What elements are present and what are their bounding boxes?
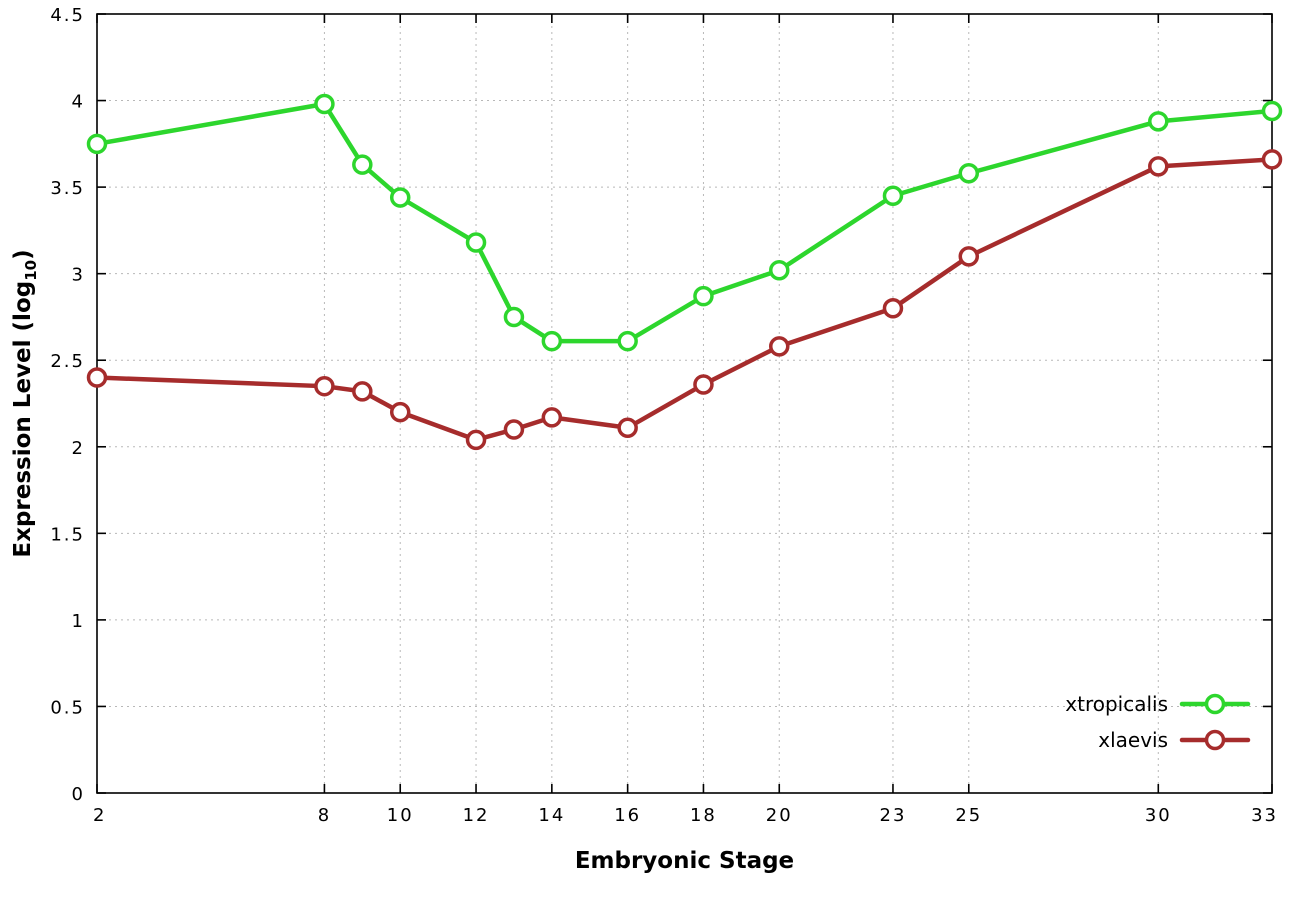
data-point-xtropicalis — [958, 163, 980, 184]
data-point-xlaevis — [465, 429, 487, 451]
y-tick-label: 4.5 — [50, 5, 85, 26]
y-axis-label: Expression Level (log10) — [10, 249, 40, 557]
data-point-xtropicalis — [769, 259, 790, 281]
y-tick-label: 3.5 — [50, 178, 85, 199]
x-tick-label: 20 — [766, 805, 793, 826]
y-tick-label: 1 — [72, 611, 85, 632]
data-point-xtropicalis — [389, 187, 411, 208]
y-tick-label: 2.5 — [50, 351, 85, 372]
x-axis-label: Embryonic Stage — [575, 848, 794, 874]
x-tick-label: 33 — [1251, 805, 1278, 826]
legend-label-xlaevis: xlaevis — [1098, 728, 1168, 752]
data-point-xlaevis — [769, 336, 790, 357]
x-tick-label: 10 — [387, 805, 414, 826]
series-line-xlaevis — [94, 157, 1275, 443]
data-point-xlaevis — [1148, 156, 1169, 177]
data-point-xlaevis — [503, 419, 525, 440]
data-point-xtropicalis — [314, 93, 335, 115]
x-tick-label: 16 — [614, 805, 641, 826]
legend-label-xtropicalis: xtropicalis — [1065, 692, 1168, 716]
x-tick-label: 14 — [538, 805, 565, 826]
data-point-xlaevis — [389, 401, 411, 423]
data-point-xlaevis — [617, 417, 638, 438]
data-point-xlaevis — [352, 381, 373, 402]
data-point-xtropicalis — [541, 330, 563, 352]
x-tick-label: 25 — [955, 805, 982, 826]
legend-marker-xlaevis — [1204, 729, 1226, 751]
x-tick-label: 30 — [1145, 805, 1172, 826]
y-tick-label: 0.5 — [50, 697, 85, 718]
data-point-xlaevis — [86, 367, 108, 388]
data-point-xtropicalis — [693, 285, 714, 307]
legend: xtropicalis xlaevis — [1065, 692, 1251, 752]
x-tick-label: 8 — [318, 805, 331, 826]
x-tick-label: 18 — [690, 805, 717, 826]
data-point-xlaevis — [541, 407, 563, 428]
x-tick-label: 12 — [463, 805, 490, 826]
data-point-xtropicalis — [503, 306, 525, 328]
legend-marker-xtropicalis — [1204, 693, 1226, 715]
data-point-xtropicalis — [465, 232, 487, 253]
y-tick-label: 0 — [72, 784, 85, 805]
data-point-xtropicalis — [1148, 111, 1169, 132]
data-point-xtropicalis — [352, 154, 373, 175]
data-point-xlaevis — [693, 374, 714, 395]
data-point-xlaevis — [882, 298, 904, 319]
data-point-xtropicalis — [617, 330, 638, 352]
data-point-xtropicalis — [86, 133, 108, 155]
plot-border — [96, 13, 1273, 794]
y-tick-label: 3 — [72, 265, 85, 286]
data-point-xlaevis — [958, 246, 980, 267]
x-tick-label: 2 — [93, 805, 106, 826]
data-point-xlaevis — [1261, 149, 1283, 170]
y-tick-label: 4 — [72, 92, 85, 113]
data-point-xtropicalis — [882, 185, 904, 207]
y-tick-label: 2 — [72, 438, 85, 459]
y-tick-label: 1.5 — [50, 524, 85, 545]
series-line-xtropicalis — [94, 101, 1275, 344]
data-point-xlaevis — [314, 375, 335, 397]
data-point-xtropicalis — [1261, 100, 1283, 122]
x-tick-label: 23 — [880, 805, 907, 826]
